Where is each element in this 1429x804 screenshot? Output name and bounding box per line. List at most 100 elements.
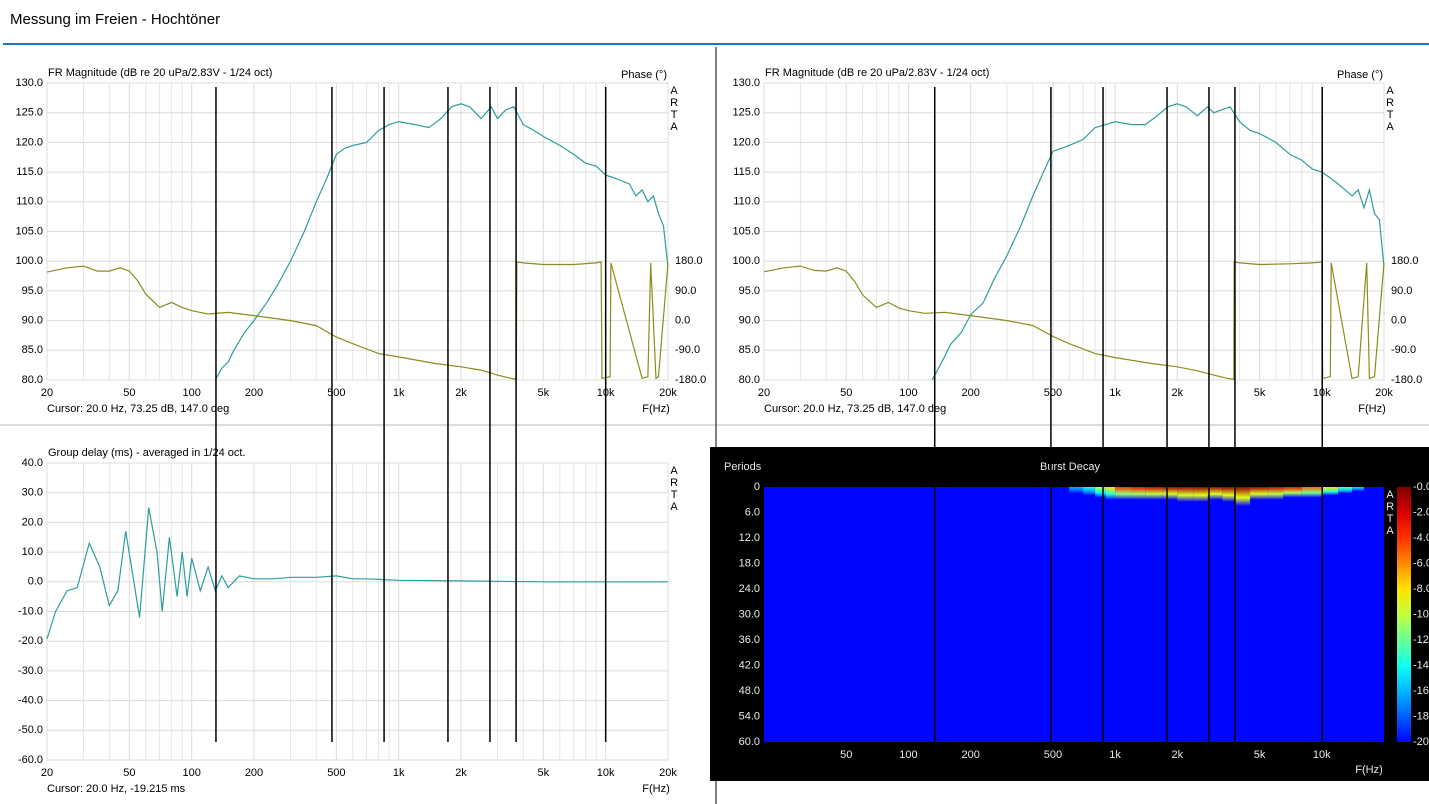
y-tick-label: 80.0 [739,374,760,386]
colorbar [1397,487,1411,742]
x-tick-label: 10k [597,767,615,779]
x-tick-label: 50 [123,387,135,399]
y-tick-label: 12.0 [739,532,760,544]
colorbar-tick-label: -12 [1413,634,1429,646]
decay-cell [1321,487,1339,496]
x-tick-label: 50 [840,749,852,761]
brand: ARTA [1384,489,1396,537]
y-tick-label: 0 [754,481,760,493]
y-tick-label: 125.0 [732,107,760,119]
y-tick-label: -40.0 [18,695,43,707]
y-tick-label: 85.0 [22,344,43,356]
x-tick-label: 5k [1254,749,1266,761]
data-line [931,103,1385,381]
x-tick-label: 1k [393,767,405,779]
y-tick-label: 110.0 [733,196,760,208]
y-tick-label: 18.0 [739,557,760,569]
y2-tick-label: -180.0 [1391,374,1422,386]
y-tick-label: 115.0 [16,166,43,178]
y2-tick-label: 0.0 [1391,315,1406,327]
decay-cell [1083,487,1096,496]
y-axis-label: Periods [724,461,762,473]
y-tick-label: 10.0 [22,546,43,558]
brand: ARTA [668,85,680,133]
x-tick-label: 50 [123,767,135,779]
y-tick-label: 0.0 [28,576,43,588]
y2-axis-label: Phase (°) [1337,69,1383,81]
decay-cell [1250,487,1269,500]
y-tick-label: 6.0 [745,506,760,518]
y-tick-label: -10.0 [18,605,43,617]
y-tick-label: 30.0 [739,608,760,620]
x-tick-label: 100 [183,767,201,779]
decay-cell [1301,487,1322,498]
x-tick-label: 500 [327,767,345,779]
x-tick-label: 500 [327,387,345,399]
brand: ARTA [668,465,680,513]
decay-cell [1095,487,1106,498]
chart-title: Burst Decay [1040,461,1100,473]
y-tick-label: 100.0 [732,255,760,267]
x-tick-label: 5k [538,767,550,779]
decay-cell [1222,487,1235,502]
y2-tick-label: 180.0 [1391,255,1419,267]
chart: Burst Decay Periods F(Hz) ARTA -0.0 -2.0 -4.0 -… [724,461,1429,776]
colorbar-tick-label: -18 [1413,710,1429,722]
chart-title: Group delay (ms) - averaged in 1/24 oct. [48,447,245,459]
x-tick-label: 1k [1109,387,1121,399]
y-tick-label: 115.0 [733,166,760,178]
y-tick-label: 60.0 [739,736,760,748]
colorbar-tick-label: -0.0 [1413,481,1429,493]
y-tick-label: -50.0 [18,724,43,736]
x-tick-label: 100 [183,387,201,399]
x-tick-label: 20 [758,387,770,399]
y-tick-label: 80.0 [22,374,43,386]
y2-tick-label: 90.0 [1391,285,1412,297]
colorbar-tick-label: -10 [1413,608,1429,620]
x-tick-label: 2k [1172,749,1184,761]
x-tick-label: 20k [659,387,677,399]
decay-cell [1145,487,1163,500]
y-tick-label: 85.0 [739,344,760,356]
decay-cell [1069,487,1084,494]
cursor-readout: Cursor: 20.0 Hz, -19.215 ms [47,783,186,795]
x-tick-label: 200 [961,749,979,761]
x-tick-label: 10k [1313,749,1331,761]
y-tick-label: 105.0 [732,225,760,237]
y-tick-label: 130.0 [15,77,43,89]
x-tick-label: 200 [961,387,979,399]
y-tick-label: 110.0 [16,196,43,208]
x-tick-label: 50 [840,387,852,399]
chart: FR Magnitude (dB re 20 uPa/2.83V - 1/24 … [732,67,1422,415]
chart: FR Magnitude (dB re 20 uPa/2.83V - 1/24 … [15,67,706,415]
y-tick-label: 120.0 [732,136,760,148]
y-tick-label: 130.0 [732,77,760,89]
y2-tick-label: -90.0 [1391,344,1416,356]
decay-cell [1105,487,1116,500]
y-tick-label: 20.0 [22,516,43,528]
colorbar-tick-label: -4.0 [1413,532,1429,544]
y-tick-label: -30.0 [18,665,43,677]
data-line [214,103,669,381]
decay-cell [1131,487,1146,500]
data-line [46,507,668,640]
y-tick-label: 42.0 [739,659,760,671]
y2-axis-label: Phase (°) [621,69,667,81]
x-tick-label: 1k [393,387,405,399]
cursor-readout: Cursor: 20.0 Hz, 73.25 dB, 147.0 deg [47,403,229,415]
x-tick-label: 5k [538,387,550,399]
y-tick-label: 95.0 [739,285,760,297]
colorbar-tick-label: -6.0 [1413,557,1429,569]
x-axis-label: F(Hz) [1355,764,1383,776]
window-title: Messung im Freien - Hochtöner [10,11,220,28]
y-tick-label: 125.0 [15,107,43,119]
x-axis-label: F(Hz) [642,403,670,415]
x-axis-label: F(Hz) [1358,403,1386,415]
chart: Group delay (ms) - averaged in 1/24 oct.… [18,447,680,795]
x-axis-label: F(Hz) [642,783,670,795]
y2-tick-label: -180.0 [675,374,706,386]
decay-cell [1207,487,1223,500]
y-tick-label: 48.0 [739,685,760,697]
